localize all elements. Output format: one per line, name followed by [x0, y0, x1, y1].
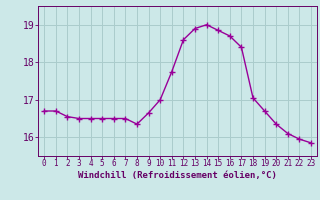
X-axis label: Windchill (Refroidissement éolien,°C): Windchill (Refroidissement éolien,°C): [78, 171, 277, 180]
